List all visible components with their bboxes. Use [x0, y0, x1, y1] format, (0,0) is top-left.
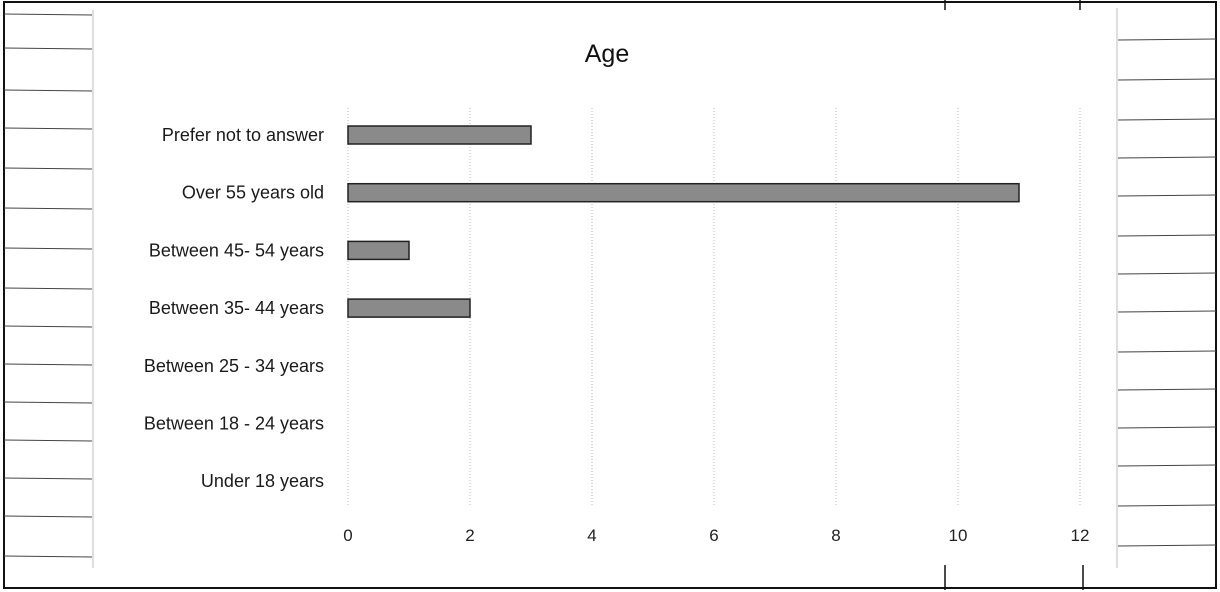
margin-rule: [1117, 118, 1217, 121]
margin-rule: [3, 287, 93, 290]
margin-rule: [1117, 426, 1217, 429]
margin-rule: [3, 325, 93, 328]
x-tick-labels: 0 2 4 6 8 10 12: [343, 526, 1089, 545]
x-tick-label: 10: [949, 526, 968, 545]
margin-rule: [1117, 544, 1217, 547]
margin-rules: [3, 13, 1217, 558]
x-tick-label: 8: [831, 526, 840, 545]
margin-rule: [3, 477, 93, 480]
margin-rule: [3, 127, 93, 130]
category-label: Between 35- 44 years: [149, 298, 324, 318]
category-label: Between 45- 54 years: [149, 240, 324, 260]
margin-rule: [1117, 504, 1217, 507]
bars: [347, 125, 1020, 318]
bar: [347, 182, 1020, 203]
x-tick-label: 6: [709, 526, 718, 545]
margin-rule: [3, 167, 93, 170]
category-labels: Prefer not to answer Over 55 years old Bet…: [144, 125, 324, 491]
category-label: Between 25 - 34 years: [144, 356, 324, 376]
margin-rule: [3, 363, 93, 366]
margin-rule: [3, 207, 93, 210]
gridlines: [347, 108, 1081, 506]
category-label: Over 55 years old: [182, 183, 324, 203]
margin-rule: [3, 89, 93, 92]
page-border: [3, 1, 1217, 589]
x-tick-label: 0: [343, 526, 352, 545]
margin-rule: [3, 515, 93, 518]
margin-rule: [1117, 38, 1217, 41]
margin-rule: [1117, 272, 1217, 275]
margin-rule: [3, 247, 93, 250]
margin-rule: [1117, 194, 1217, 197]
margin-rule: [1117, 350, 1217, 353]
margin-rule: [1117, 78, 1217, 81]
margin-rule: [1117, 310, 1217, 313]
x-tick-label: 4: [587, 526, 596, 545]
margin-rule: [3, 401, 93, 404]
margin-rule: [3, 47, 93, 50]
margin-rule: [3, 439, 93, 442]
category-label: Under 18 years: [201, 471, 324, 491]
bar: [347, 240, 410, 261]
category-label: Between 18 - 24 years: [144, 414, 324, 434]
margin-rule: [3, 555, 93, 558]
bar: [347, 298, 471, 318]
margin-rule: [1117, 464, 1217, 467]
margin-rule: [3, 13, 93, 16]
x-tick-label: 12: [1071, 526, 1090, 545]
category-label: Prefer not to answer: [162, 125, 324, 145]
margin-rule: [1117, 156, 1217, 159]
chart-title: Age: [585, 40, 629, 68]
margin-rule: [1117, 388, 1217, 391]
margin-rule: [1117, 234, 1217, 237]
bar: [347, 125, 532, 145]
x-tick-label: 2: [465, 526, 474, 545]
